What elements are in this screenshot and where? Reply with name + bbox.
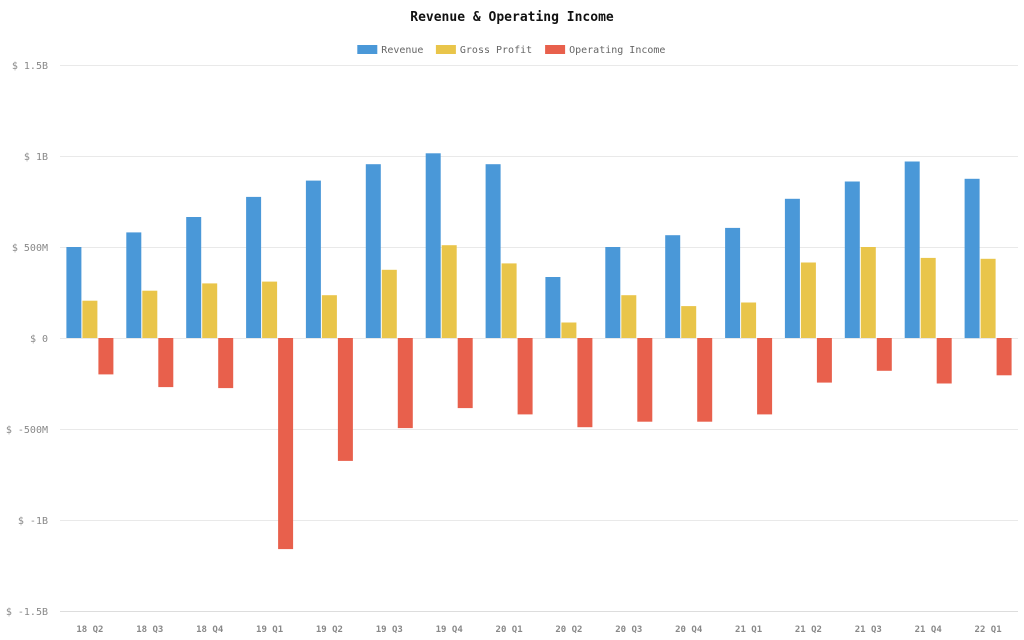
bar-operating-income: [517, 338, 533, 415]
x-tick-label: 19 Q3: [376, 625, 403, 635]
x-tick-label: 21 Q1: [735, 625, 762, 635]
x-tick-label: 22 Q1: [975, 625, 1002, 635]
bar-gross-profit: [800, 262, 816, 338]
bar-gross-profit: [142, 290, 158, 338]
bar-operating-income: [457, 338, 473, 409]
x-axis-ticks: 18 Q2 18 Q3 18 Q4 19 Q1 19 Q2 19 Q3 19 Q4 20 Q1…: [76, 625, 1001, 635]
bar-gross-profit: [82, 300, 98, 338]
legend-label: Gross Profit: [460, 45, 532, 56]
legend-swatch: [435, 45, 456, 54]
x-tick-label: 21 Q2: [795, 625, 822, 635]
x-tick-label: 19 Q2: [316, 625, 343, 635]
y-tick-label: $ -1.5B: [6, 607, 48, 618]
bars: [66, 153, 1012, 550]
x-tick-label: 18 Q3: [136, 625, 163, 635]
x-tick-label: 20 Q3: [615, 625, 642, 635]
bar-revenue: [545, 277, 561, 338]
bar-gross-profit: [381, 269, 397, 339]
x-tick-label: 20 Q4: [675, 625, 703, 635]
y-tick-label: $ -500M: [6, 425, 48, 436]
gridlines: [60, 65, 1018, 612]
bar-revenue: [784, 198, 800, 338]
bar-gross-profit: [621, 295, 637, 338]
bar-gross-profit: [741, 302, 757, 338]
bar-operating-income: [278, 338, 294, 550]
bar-operating-income: [936, 338, 952, 384]
bar-operating-income: [98, 338, 114, 375]
bar-gross-profit: [202, 283, 218, 338]
bar-gross-profit: [681, 306, 697, 338]
bar-revenue: [66, 247, 82, 338]
y-tick-label: $ 1.5B: [12, 61, 48, 72]
bar-revenue: [305, 180, 321, 338]
bar-gross-profit: [920, 257, 936, 338]
bar-revenue: [126, 232, 142, 338]
bar-gross-profit: [262, 281, 278, 338]
bar-gross-profit: [501, 263, 517, 338]
x-tick-label: 18 Q2: [76, 625, 103, 635]
bar-revenue: [425, 153, 441, 338]
bar-revenue: [665, 235, 681, 338]
bar-gross-profit: [441, 245, 457, 338]
legend-item-gross-profit[interactable]: Gross Profit: [435, 45, 532, 56]
bar-revenue: [725, 227, 741, 338]
legend-label: Revenue: [381, 45, 423, 56]
legend-label: Operating Income: [569, 45, 665, 56]
bar-operating-income: [697, 338, 713, 422]
x-tick-label: 19 Q4: [436, 625, 464, 635]
bar-operating-income: [397, 338, 413, 429]
bar-revenue: [485, 164, 501, 338]
bar-revenue: [605, 247, 621, 338]
bar-revenue: [365, 164, 381, 338]
y-tick-label: $ 1B: [24, 152, 48, 163]
chart-title: Revenue & Operating Income: [410, 10, 614, 25]
y-axis-ticks: $ 1.5B $ 1B $ 500M $ 0 $ -500M $ -1B $ -1.5B: [6, 61, 48, 618]
x-tick-label: 20 Q1: [496, 625, 523, 635]
bar-revenue: [904, 161, 920, 338]
bar-operating-income: [996, 338, 1012, 376]
bar-operating-income: [816, 338, 832, 383]
legend-swatch: [545, 45, 566, 54]
chart-legend: Revenue Gross Profit Operating Income: [357, 45, 665, 56]
bar-operating-income: [337, 338, 353, 461]
x-tick-label: 21 Q4: [915, 625, 943, 635]
bar-gross-profit: [321, 295, 337, 338]
x-tick-label: 18 Q4: [196, 625, 224, 635]
bar-gross-profit: [980, 258, 996, 338]
bar-revenue: [844, 181, 860, 338]
bar-revenue: [186, 217, 202, 338]
bar-operating-income: [876, 338, 892, 371]
bar-operating-income: [757, 338, 773, 415]
bar-operating-income: [218, 338, 234, 389]
bar-operating-income: [577, 338, 593, 428]
legend-item-revenue[interactable]: Revenue: [357, 45, 423, 56]
bar-revenue: [964, 178, 980, 339]
x-tick-label: 19 Q1: [256, 625, 283, 635]
bar-gross-profit: [561, 322, 577, 338]
y-tick-label: $ -1B: [18, 516, 48, 527]
x-tick-label: 21 Q3: [855, 625, 882, 635]
bar-operating-income: [637, 338, 653, 422]
bar-gross-profit: [860, 247, 876, 338]
legend-item-operating-income[interactable]: Operating Income: [545, 45, 665, 56]
bar-operating-income: [158, 338, 174, 388]
y-tick-label: $ 500M: [12, 243, 48, 254]
bar-revenue: [246, 196, 262, 338]
y-tick-label: $ 0: [30, 334, 48, 345]
x-tick-label: 20 Q2: [555, 625, 582, 635]
legend-swatch: [357, 45, 378, 54]
